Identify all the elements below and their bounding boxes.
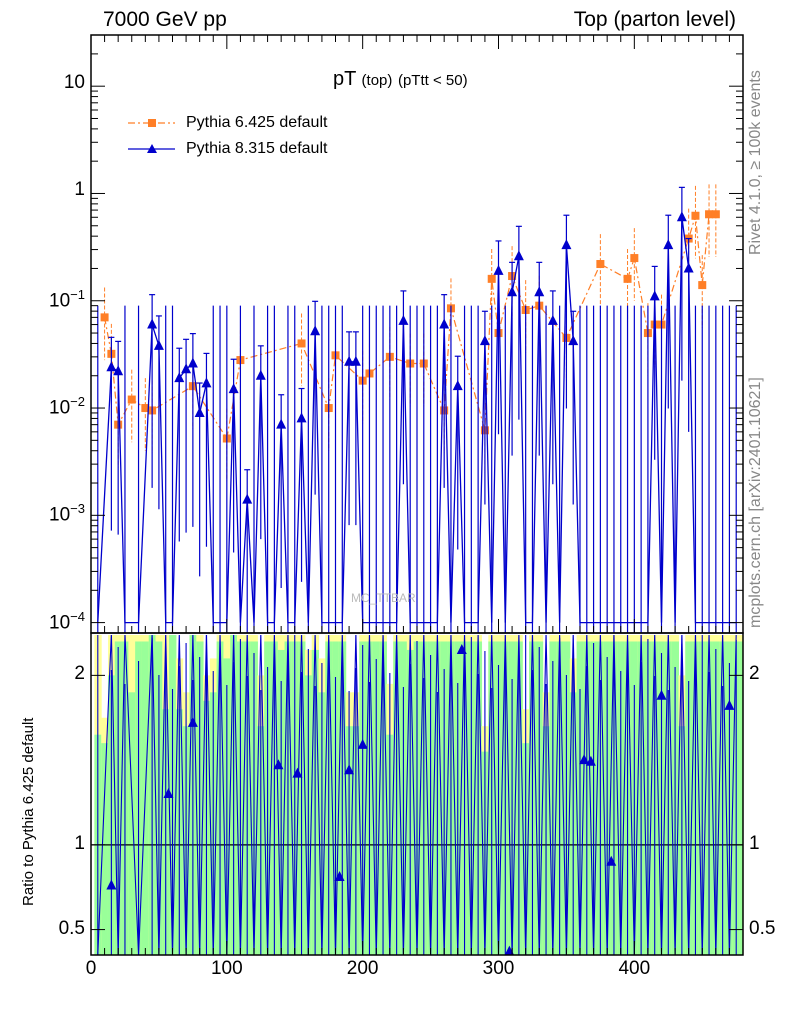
pythia8-line [97, 217, 737, 624]
pythia8-point [683, 262, 694, 273]
x-tick-label: 300 [482, 958, 515, 979]
pythia8-point [439, 318, 450, 329]
mcplots-label: mcplots.cern.ch [arXiv:2401.10621] [747, 377, 764, 628]
pythia8-point [242, 493, 253, 504]
pythia8-point [344, 355, 355, 366]
pythia8-point [255, 369, 266, 380]
pythia6-point [630, 254, 639, 263]
ratio-pythia8-point [344, 764, 355, 775]
y-tick-label: 10−3 [49, 501, 85, 526]
pythia8-point [174, 372, 185, 383]
ratio-pythia8-point [163, 788, 174, 798]
x-tick-label: 0 [85, 958, 97, 979]
legend-label-pythia6: Pythia 6.425 default [186, 114, 328, 131]
y-tick-label: 10 [63, 72, 85, 94]
pythia8-point [568, 335, 579, 346]
pythia8-point [147, 318, 158, 329]
pythia8-point [310, 325, 321, 336]
pythia8-point [479, 335, 490, 346]
y-tick-label: 10−4 [49, 608, 85, 633]
pythia8-point [113, 365, 124, 376]
ratio-y-tick-label-right: 2 [749, 663, 760, 685]
pythia8-point [493, 264, 504, 275]
pythia8-point [676, 211, 687, 222]
x-tick-label: 200 [346, 958, 379, 979]
ratio-pythia8-point [292, 767, 303, 778]
pythia8-point [296, 412, 307, 423]
ratio-y-tick-label: 1 [74, 832, 85, 854]
pythia8-point [187, 357, 198, 368]
y-tick-label: 1 [74, 179, 85, 201]
legend-pythia8-marker [147, 144, 157, 153]
analysis-watermark: MC_TTBAR [351, 591, 416, 605]
ratio-pythia8-point [585, 755, 596, 766]
ratio-y-tick-label: 0.5 [58, 917, 85, 939]
ratio-pythia8-point [656, 689, 667, 700]
pythia8-point [350, 355, 361, 366]
ratio-pythia8-point [106, 879, 117, 890]
pythia6-point [596, 260, 605, 269]
pythia8-point [153, 339, 164, 350]
pythia8-point [507, 286, 518, 297]
pythia8-point [663, 239, 674, 250]
ratio-band-green [101, 743, 109, 955]
ratio-y-tick-label-right: 1 [749, 832, 760, 854]
y-tick-label: 10−1 [49, 286, 85, 312]
pythia6-point [705, 210, 714, 219]
pythia8-point [194, 406, 205, 417]
pythia8-point [181, 363, 192, 374]
ratio-pythia8-point [579, 754, 590, 765]
pythia6-point [487, 274, 496, 283]
pythia8-point [561, 239, 572, 250]
ratio-band-green [739, 641, 743, 955]
header-process: Top (parton level) [573, 8, 736, 31]
pythia6-point [691, 211, 700, 220]
ratio-y-tick-label: 2 [74, 663, 85, 685]
chart-title: pT (top) (pTtt < 50) [333, 68, 468, 90]
pythia6-point [698, 281, 707, 290]
pythia6-point [100, 313, 109, 322]
header-energy: 7000 GeV pp [103, 8, 227, 31]
y-tick-label: 10−2 [49, 394, 85, 419]
ratio-pythia8-point [456, 643, 467, 654]
pythia8-point [398, 314, 409, 325]
ratio-pythia8-point [724, 699, 735, 710]
pythia8-point [201, 377, 212, 388]
ratio-y-axis-label: Ratio to Pythia 6.425 default [20, 717, 37, 906]
ratio-pythia8-point [187, 716, 198, 727]
ratio-pythia8-point [357, 738, 368, 749]
pythia6-point [141, 404, 150, 413]
legend-label-pythia8: Pythia 8.315 default [186, 140, 328, 157]
pythia6-point [127, 395, 136, 404]
ratio-pythia8-point [606, 855, 617, 866]
x-tick-label: 400 [618, 958, 651, 979]
pythia6-point [297, 339, 306, 348]
ratio-band-green [128, 692, 136, 955]
pythia6-point [711, 210, 720, 219]
pythia8-point [276, 418, 287, 429]
ratio-pythia8-point [273, 759, 284, 770]
pythia8-point [228, 383, 239, 394]
ratio-pythia8-point [334, 871, 345, 882]
pythia8-point [513, 250, 524, 261]
ratio-y-tick-label-right: 0.5 [749, 917, 776, 939]
ratio-pythia8-line [97, 635, 737, 955]
pythia8-point [547, 314, 558, 325]
x-tick-label: 100 [210, 958, 243, 979]
pythia8-point [106, 361, 117, 372]
pythia6-point [623, 274, 632, 283]
legend-pythia6-marker [148, 119, 156, 127]
pythia8-point [649, 290, 660, 301]
pythia8-point [452, 380, 463, 391]
pythia8-point [534, 286, 545, 297]
rivet-version-label: Rivet 4.1.0, ≥ 100k events [747, 70, 764, 255]
